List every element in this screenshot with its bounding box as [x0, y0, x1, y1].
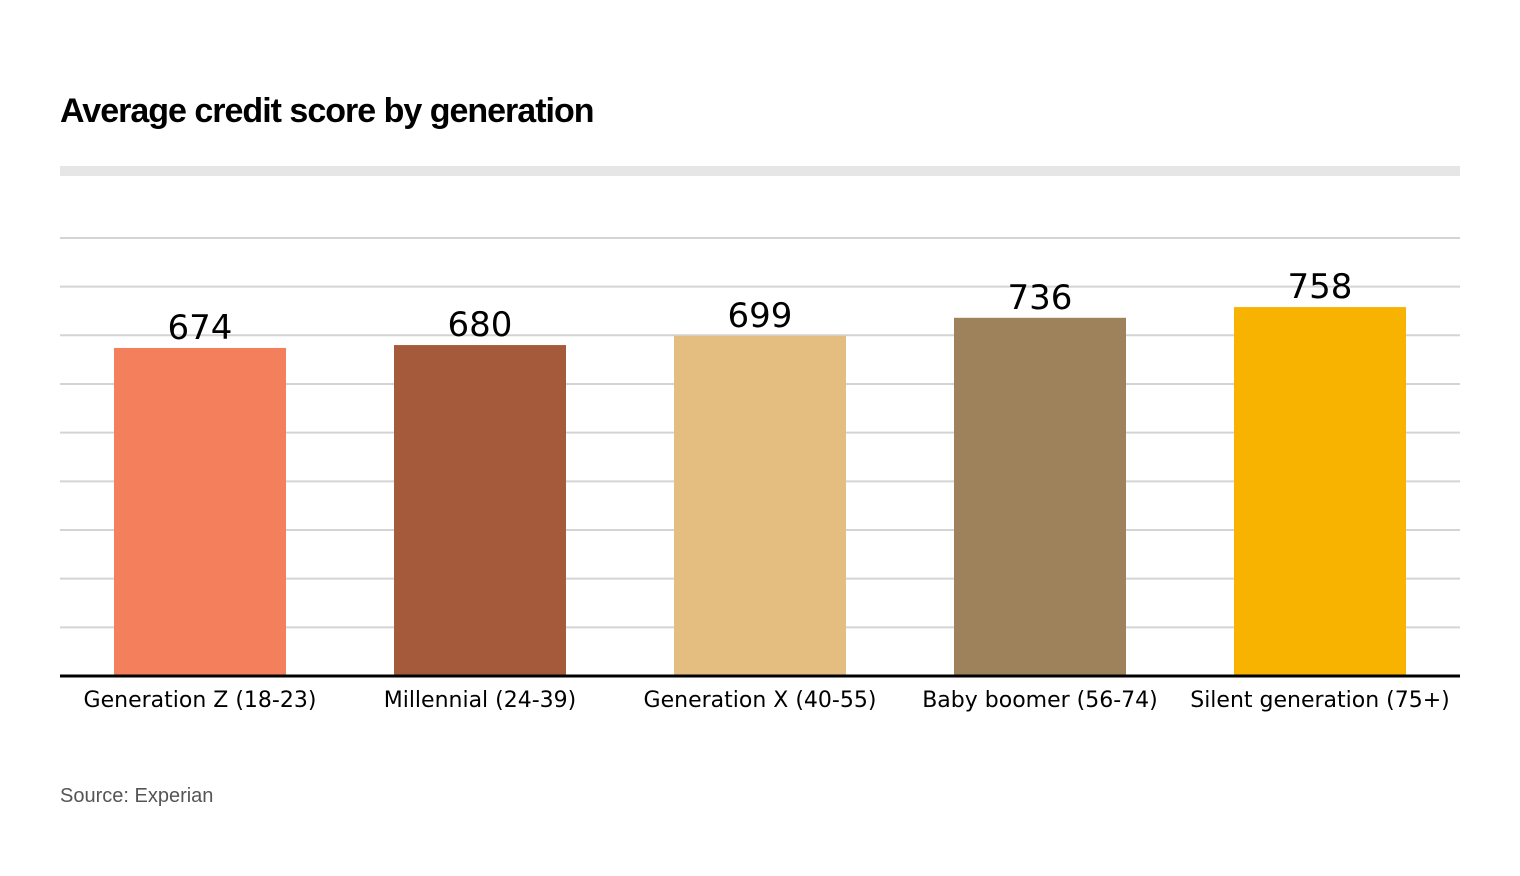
bar-value-label: 674	[168, 308, 233, 348]
bar-value-label: 758	[1288, 267, 1353, 307]
bar-value-label: 699	[728, 296, 793, 336]
gridlines	[60, 236, 1460, 629]
value-labels: 674 680 699 736 758	[168, 267, 1353, 348]
bar	[114, 347, 286, 676]
source-note: Source: Experian	[60, 785, 214, 807]
x-tick-label: Generation X (40-55)	[644, 688, 877, 713]
bar	[1234, 307, 1406, 676]
bar	[954, 317, 1126, 676]
x-tick-label: Millennial (24-39)	[384, 688, 577, 713]
title-divider	[60, 166, 1460, 176]
x-tick-label: Generation Z (18-23)	[84, 688, 317, 713]
bars	[114, 307, 1406, 676]
bar-value-label: 736	[1008, 278, 1073, 318]
x-axis-tick-labels: Generation Z (18-23) Millennial (24-39) Ge…	[84, 688, 1450, 713]
bar-value-label: 680	[448, 305, 513, 345]
x-tick-label: Baby boomer (56-74)	[922, 688, 1158, 713]
chart-title: Average credit score by generation	[60, 92, 595, 130]
bar	[674, 335, 846, 676]
bar	[394, 345, 566, 676]
x-tick-label: Silent generation (75+)	[1190, 688, 1450, 713]
